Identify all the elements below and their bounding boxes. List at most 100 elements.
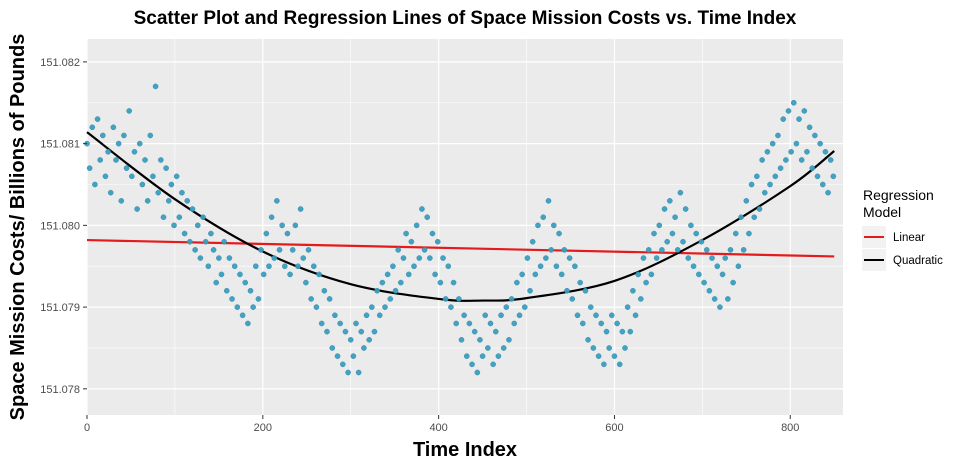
scatter-point xyxy=(316,271,322,278)
scatter-point xyxy=(809,165,816,171)
scatter-point xyxy=(764,148,771,155)
scatter-point xyxy=(535,222,541,229)
scatter-point xyxy=(471,328,478,335)
scatter-point xyxy=(516,312,523,319)
scatter-point xyxy=(363,312,370,319)
scatter-point xyxy=(221,238,227,245)
scatter-point xyxy=(743,198,750,204)
scatter-point xyxy=(434,238,441,245)
scatter-point xyxy=(632,312,639,319)
scatter-point xyxy=(89,124,96,131)
scatter-point xyxy=(506,336,512,343)
scatter-point xyxy=(693,230,699,237)
scatter-point xyxy=(527,287,533,294)
scatter-point xyxy=(812,132,818,139)
scatter-point xyxy=(432,271,438,278)
scatter-point xyxy=(609,312,615,319)
scatter-point xyxy=(783,157,789,163)
scatter-point xyxy=(514,279,520,286)
x-axis-title: Time Index xyxy=(413,439,517,461)
scatter-point xyxy=(624,304,631,310)
scatter-point xyxy=(709,255,715,261)
x-tick-label: 800 xyxy=(781,422,799,434)
scatter-point xyxy=(543,255,549,261)
scatter-point xyxy=(556,230,562,237)
scatter-point xyxy=(529,238,536,245)
scatter-point xyxy=(703,247,710,253)
scatter-point xyxy=(767,181,773,188)
scatter-point xyxy=(558,271,565,278)
scatter-point xyxy=(398,279,404,286)
scatter-point xyxy=(582,287,589,294)
scatter-point xyxy=(382,304,388,310)
scatter-point xyxy=(611,353,618,359)
scatter-point xyxy=(181,230,188,237)
scatter-point xyxy=(326,296,333,302)
scatter-point xyxy=(405,271,412,278)
linear-regression-line xyxy=(86,238,835,258)
scatter-point xyxy=(732,230,739,237)
scatter-point xyxy=(134,206,140,212)
scatter-point xyxy=(163,165,169,171)
scatter-point xyxy=(696,271,702,278)
scatter-point xyxy=(622,345,628,351)
scatter-point xyxy=(725,296,731,302)
scatter-point xyxy=(492,328,499,335)
scatter-point xyxy=(790,99,797,106)
scatter-point xyxy=(147,132,154,139)
scatter-point xyxy=(332,312,338,319)
legend-label-linear: Linear xyxy=(893,232,925,244)
scatter-point xyxy=(806,124,813,131)
quadratic-regression-curve xyxy=(86,131,835,302)
scatter-point xyxy=(136,140,143,147)
scatter-point xyxy=(601,361,607,368)
scatter-point xyxy=(150,173,156,180)
scatter-point xyxy=(761,189,768,196)
scatter-point xyxy=(667,198,673,204)
scatter-point xyxy=(258,247,264,253)
scatter-point xyxy=(661,206,668,212)
y-axis-title: Space Mission Costs/ Billions of Pounds xyxy=(7,34,29,421)
scatter-point xyxy=(250,304,256,310)
scatter-point xyxy=(688,222,694,229)
scatter-point xyxy=(213,279,220,286)
scatter-point xyxy=(456,296,462,302)
scatter-point xyxy=(656,222,663,229)
scatter-point xyxy=(392,287,399,294)
scatter-point xyxy=(427,255,433,261)
scatter-point xyxy=(635,271,641,278)
scatter-point xyxy=(158,157,164,163)
grid-lines xyxy=(86,39,843,415)
scatter-point xyxy=(268,214,275,220)
scatter-point xyxy=(540,214,547,220)
scatter-point xyxy=(769,140,776,147)
scatter-point xyxy=(450,279,457,286)
x-axis-ticks: 0 200 400 600 800 xyxy=(84,415,799,434)
scatter-point xyxy=(179,189,185,196)
scatter-point xyxy=(572,263,578,270)
scatter-point xyxy=(777,165,784,171)
scatter-point xyxy=(524,255,531,261)
scatter-point xyxy=(521,304,528,310)
scatter-point xyxy=(218,271,225,278)
scatter-point xyxy=(754,173,760,180)
scatter-point xyxy=(772,173,779,180)
scatter-point xyxy=(495,353,502,359)
scatter-point xyxy=(730,279,736,286)
scatter-point xyxy=(271,255,278,261)
legend-label-quadratic: Quadratic xyxy=(893,255,943,267)
linear-regression-series xyxy=(86,238,835,258)
scatter-point xyxy=(653,255,660,261)
scatter-point xyxy=(466,320,473,327)
y-tick-label: 151.078 xyxy=(40,384,80,396)
scatter-point xyxy=(284,230,291,237)
legend-title-line-1: Regression xyxy=(863,187,934,203)
x-tick-label: 400 xyxy=(429,422,447,434)
scatter-point xyxy=(229,296,235,302)
scatter-point xyxy=(561,247,568,253)
scatter-point xyxy=(361,345,367,351)
scatter-point xyxy=(595,353,602,359)
scatter-point xyxy=(659,247,665,253)
scatter-point xyxy=(152,83,159,90)
